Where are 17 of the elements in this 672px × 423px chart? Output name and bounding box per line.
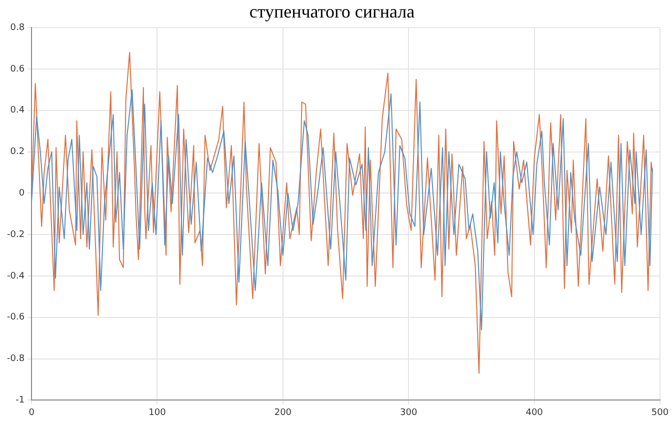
y-tick-label: 0.8 [10, 22, 25, 33]
x-tick-label: 500 [651, 408, 669, 418]
x-tick-label: 300 [400, 408, 418, 418]
y-tick-label: 0.2 [10, 147, 25, 158]
x-tick-label: 400 [526, 408, 544, 418]
y-tick-label: 0 [18, 188, 25, 199]
y-tick-label: -0.2 [7, 230, 25, 240]
y-tick-label: -0.8 [7, 354, 25, 364]
x-tick-label: 200 [274, 408, 292, 418]
y-tick-label: 0.6 [10, 64, 25, 74]
y-tick-label: 0.4 [10, 106, 25, 116]
y-tick-label: -0.4 [7, 271, 25, 282]
x-tick-label: 100 [148, 408, 166, 418]
y-tick-label: -0.6 [7, 312, 25, 323]
x-tick-label: 0 [28, 408, 35, 418]
chart-title: ступенчатого сигнала [249, 2, 415, 22]
y-tick-label: -1 [16, 396, 25, 406]
